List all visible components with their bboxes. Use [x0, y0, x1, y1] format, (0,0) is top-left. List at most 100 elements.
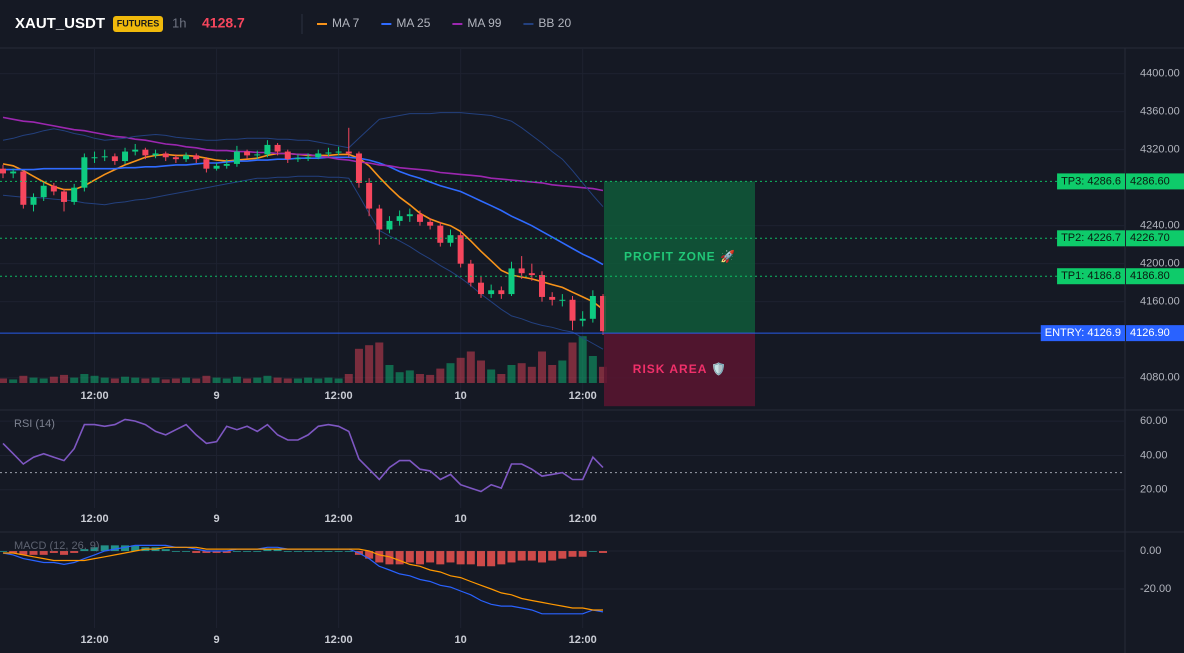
volume-bar [80, 374, 89, 383]
candle-body [335, 151, 342, 153]
candle-body [10, 171, 17, 174]
x-tick-label: 12:00 [325, 513, 353, 525]
y-tick-label: 4400.00 [1140, 68, 1180, 80]
volume-bar [171, 378, 180, 383]
axis-tag: 4286.60 [1130, 175, 1170, 187]
volume-bar [263, 375, 272, 383]
candle-body [518, 268, 525, 274]
candle-body [101, 156, 108, 158]
x-tick-label: 12:00 [80, 634, 108, 646]
zone [604, 181, 755, 334]
legend-label: MA 99 [467, 16, 501, 30]
candle-body [172, 157, 179, 160]
bb-lower [2, 175, 604, 350]
histogram-bar [19, 551, 28, 555]
volume-bar [60, 374, 69, 383]
volume-bar [588, 356, 597, 383]
volume-bar [39, 378, 48, 383]
histogram-bar [527, 551, 536, 561]
volume-bar [354, 348, 363, 383]
y-tick-label: 4240.00 [1140, 220, 1180, 232]
volume-bar [507, 365, 516, 383]
axis-tag-bg [1126, 173, 1184, 190]
candle-body [406, 214, 413, 217]
axis-tag-bg [1126, 325, 1184, 342]
candle-body [427, 221, 434, 226]
axis-tag-bg [1126, 230, 1184, 247]
volume-bar [426, 374, 435, 383]
axis-tag: 4186.80 [1130, 270, 1170, 282]
volume-bar [151, 377, 160, 383]
x-tick-label: 12:00 [80, 390, 108, 402]
x-tick-label: 12:00 [325, 634, 353, 646]
volume-bar [344, 374, 353, 383]
histogram-bar [9, 551, 18, 553]
level-tag-bg [1057, 268, 1125, 285]
y-tick-label: 4160.00 [1140, 296, 1180, 308]
legend-label: MA 25 [396, 16, 430, 30]
volume-bar [487, 369, 496, 383]
histogram-bar [538, 551, 547, 563]
candle-body [254, 154, 261, 156]
zone [604, 333, 755, 407]
y-tick-label: 4200.00 [1140, 258, 1180, 270]
volume-bar [395, 372, 404, 383]
x-tick-label: 12:00 [569, 390, 597, 402]
level-tag-bg [1057, 230, 1125, 247]
histogram-bar [49, 551, 58, 553]
volume-bar [70, 377, 79, 383]
volume-bar [599, 366, 608, 383]
level-tag: TP1: 4186.8 [1061, 270, 1121, 282]
candle-body [81, 157, 88, 188]
candle-body [111, 156, 118, 162]
histogram-bar [558, 551, 567, 559]
candle-body [284, 151, 291, 160]
candle-body [71, 187, 78, 202]
candle-body [30, 197, 37, 205]
histogram-bar [90, 547, 99, 552]
axis-tag: 4226.70 [1130, 232, 1170, 244]
volume-bar [578, 336, 587, 383]
axis-tag: 4126.90 [1130, 327, 1170, 339]
legend-label: BB 20 [538, 16, 571, 30]
histogram-bar [182, 551, 191, 552]
volume-bar [141, 378, 150, 383]
macd-line [3, 546, 603, 611]
legend-label: MA 7 [332, 16, 360, 30]
histogram-bar [324, 551, 333, 552]
badge-bg [113, 16, 163, 32]
level-tag: ENTRY: 4126.9 [1045, 327, 1121, 339]
candle-body [447, 235, 454, 243]
x-tick-label: 12:00 [80, 513, 108, 525]
volume-bar [0, 378, 7, 383]
candle-body [508, 268, 515, 295]
candle-body [569, 299, 576, 321]
histogram-bar [436, 551, 445, 565]
histogram-bar [100, 545, 109, 552]
candle-body [233, 151, 240, 164]
candle-body [305, 157, 312, 159]
histogram-bar [253, 551, 262, 552]
volume-bar [100, 377, 109, 383]
histogram-bar [131, 545, 140, 552]
volume-bar [497, 374, 506, 383]
volume-bar [456, 357, 465, 383]
histogram-bar [29, 551, 38, 555]
candle-body [315, 153, 322, 158]
candle-body [467, 263, 474, 283]
candle-body [223, 163, 230, 166]
candle-body [600, 295, 607, 332]
candle-body [488, 290, 495, 295]
volume-bar [415, 374, 424, 383]
histogram-bar [304, 551, 313, 552]
candle-body [183, 155, 190, 160]
histogram-bar [385, 551, 394, 565]
histogram-bar [344, 551, 353, 552]
histogram-bar [487, 551, 496, 567]
volume-bar [548, 365, 557, 383]
candle-body [193, 155, 200, 160]
volume-bar [243, 378, 252, 383]
candle-body [549, 296, 556, 300]
histogram-bar [121, 545, 130, 552]
candle-body [40, 185, 47, 198]
